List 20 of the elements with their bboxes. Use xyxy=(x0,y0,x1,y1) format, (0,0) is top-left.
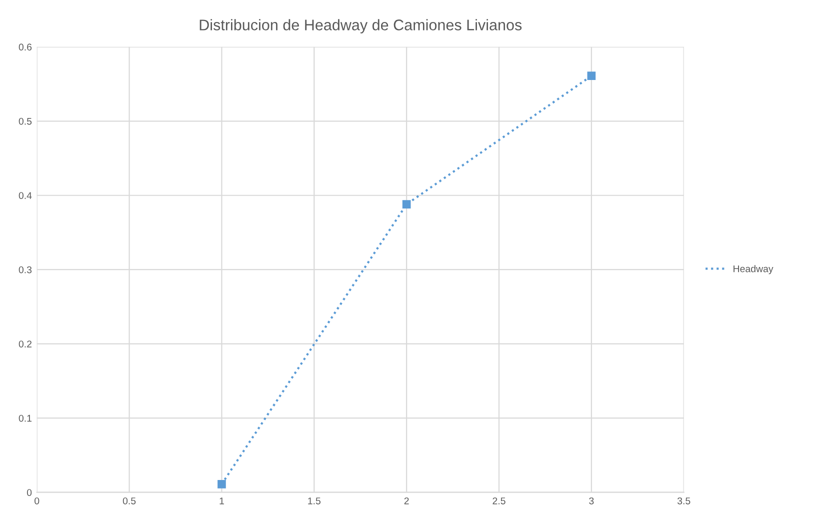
x-tick-label: 2.5 xyxy=(492,497,506,504)
chart-title: Distribucion de Headway de Camiones Livianos xyxy=(200,19,522,34)
y-tick-label: 0.1 xyxy=(18,414,32,422)
y-tick-label: 0.4 xyxy=(18,192,32,199)
point xyxy=(402,200,411,208)
x-tick-label: 3 xyxy=(589,497,594,504)
x-tick-label: 0 xyxy=(34,497,40,504)
y-tick-label: 0.2 xyxy=(18,340,32,348)
x-tick-label: 3.5 xyxy=(677,497,690,504)
x-tick-label: 0.5 xyxy=(122,497,136,504)
point xyxy=(218,480,226,488)
x-tick-label: 2 xyxy=(404,497,409,504)
point xyxy=(587,72,596,80)
y-tick-label: 0.5 xyxy=(18,118,32,125)
y-tick-label: 0.3 xyxy=(18,266,32,274)
y-tick-label: 0.6 xyxy=(18,44,32,51)
x-tick-label: 1 xyxy=(220,498,224,504)
legend-label: Headway xyxy=(734,265,774,274)
x-tick-label: 1.5 xyxy=(308,498,320,504)
y-tick-label: 0 xyxy=(26,489,32,496)
